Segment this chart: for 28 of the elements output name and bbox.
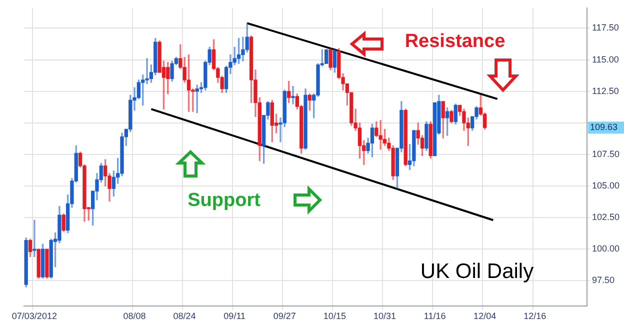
- candlestick: [145, 58, 149, 84]
- y-tick-label: 105.00: [592, 180, 620, 191]
- x-tick-label: 10/15: [323, 310, 346, 321]
- x-tick-label: 11/16: [424, 310, 446, 321]
- y-tick-label: 100.00: [592, 244, 620, 254]
- y-tick-label: 117.50: [592, 22, 619, 33]
- x-tick-label: 08/24: [173, 310, 196, 321]
- x-tick-label: 12/04: [474, 310, 496, 321]
- annotation: Resistance: [404, 31, 506, 52]
- x-tick-label: 09/27: [273, 310, 296, 321]
- y-tick-label: 112.50: [592, 86, 619, 96]
- x-tick-label: 12/16: [524, 310, 546, 321]
- text: 109.63: [590, 122, 618, 132]
- x-tick-label: 08/08: [123, 310, 146, 321]
- x-tick-label: 09/11: [224, 310, 246, 321]
- text: UK Oil Daily: [420, 260, 534, 283]
- candlestick: [241, 36, 245, 62]
- x-tick-label: 07/03/2012: [12, 310, 57, 321]
- y-tick-label: 97.50: [592, 275, 615, 286]
- y-tick-label: 115.00: [592, 54, 619, 64]
- x-tick-label: 10/31: [373, 310, 396, 321]
- candlestick: [378, 120, 382, 150]
- candlestick: [291, 86, 295, 104]
- annotation: Support: [188, 190, 262, 212]
- candlestick: [32, 220, 36, 258]
- candlestick: [195, 84, 199, 114]
- y-tick-label: 102.50: [592, 212, 620, 222]
- y-tick-label: 107.50: [592, 148, 620, 159]
